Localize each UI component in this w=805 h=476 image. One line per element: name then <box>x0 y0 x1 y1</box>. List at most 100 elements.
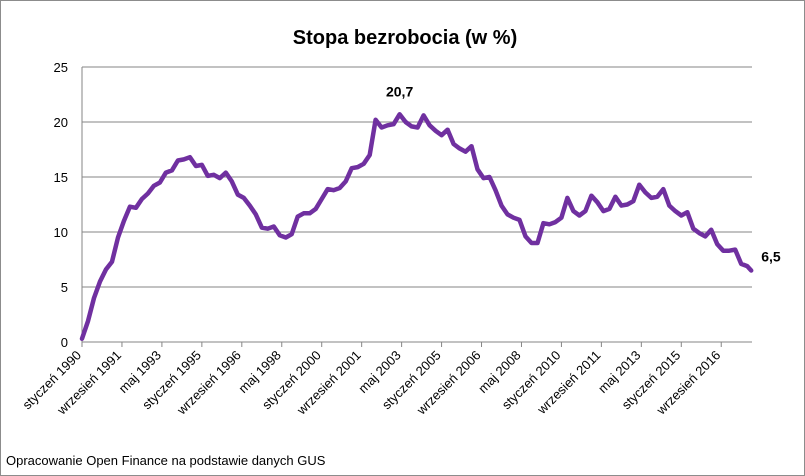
data-point <box>662 188 664 190</box>
data-point <box>584 210 586 212</box>
data-point <box>338 187 340 189</box>
data-point <box>620 204 622 206</box>
data-annotations: 20,7 6,5 <box>386 83 781 264</box>
data-point <box>219 177 221 179</box>
data-point <box>488 176 490 178</box>
data-point <box>368 154 370 156</box>
y-tick-label: 10 <box>54 225 68 240</box>
data-point <box>99 280 101 282</box>
data-point <box>362 163 364 165</box>
data-point <box>374 119 376 121</box>
data-point <box>590 195 592 197</box>
data-point <box>650 197 652 199</box>
data-point <box>422 114 424 116</box>
data-point <box>750 269 752 271</box>
data-point <box>153 185 155 187</box>
data-point <box>710 229 712 231</box>
data-point <box>722 250 724 252</box>
data-point <box>518 219 520 221</box>
data-point <box>147 192 149 194</box>
data-point <box>141 198 143 200</box>
data-point <box>410 125 412 127</box>
data-point <box>686 211 688 213</box>
data-point <box>572 210 574 212</box>
data-point <box>716 243 718 245</box>
y-tick-label: 5 <box>61 280 68 295</box>
data-point <box>428 124 430 126</box>
data-point <box>327 188 329 190</box>
data-point <box>356 166 358 168</box>
y-tick-label: 15 <box>54 170 68 185</box>
data-point <box>249 204 251 206</box>
y-tick-label: 20 <box>54 115 68 130</box>
data-point <box>536 242 538 244</box>
data-point <box>81 338 83 340</box>
data-point <box>470 145 472 147</box>
data-point <box>87 320 89 322</box>
axes <box>81 67 752 347</box>
data-point <box>392 123 394 125</box>
data-point <box>315 208 317 210</box>
data-point <box>404 121 406 123</box>
data-point <box>123 220 125 222</box>
data-point <box>674 210 676 212</box>
data-point <box>704 235 706 237</box>
data-point <box>201 164 203 166</box>
data-point <box>524 235 526 237</box>
data-point <box>303 212 305 214</box>
data-point <box>177 159 179 161</box>
chart-title: Stopa bezrobocia (w %) <box>293 27 517 49</box>
data-point <box>614 196 616 198</box>
data-point <box>171 169 173 171</box>
data-point <box>93 297 95 299</box>
data-point <box>692 228 694 230</box>
data-point <box>740 263 742 265</box>
data-point <box>135 207 137 209</box>
data-point <box>728 250 730 252</box>
last-value-label: 6,5 <box>761 249 781 265</box>
data-point <box>632 200 634 202</box>
data-point <box>237 193 239 195</box>
data-point <box>458 147 460 149</box>
data-point <box>746 265 748 267</box>
data-point <box>183 158 185 160</box>
data-point <box>416 126 418 128</box>
data-point <box>255 213 257 215</box>
data-point <box>207 175 209 177</box>
data-point <box>566 197 568 199</box>
data-point <box>560 217 562 219</box>
peak-value-label: 20,7 <box>386 83 413 99</box>
y-tick-label: 25 <box>54 60 68 75</box>
data-point <box>680 214 682 216</box>
data-point <box>446 129 448 131</box>
data-point <box>464 151 466 153</box>
data-point <box>596 201 598 203</box>
data-point <box>626 203 628 205</box>
data-point <box>608 208 610 210</box>
data-point <box>548 223 550 225</box>
data-point <box>482 177 484 179</box>
gridlines <box>82 66 752 288</box>
data-point <box>494 189 496 191</box>
data-point <box>231 180 233 182</box>
data-point <box>644 191 646 193</box>
data-point <box>321 198 323 200</box>
data-point <box>105 268 107 270</box>
data-point <box>506 213 508 215</box>
data-point <box>476 168 478 170</box>
data-point <box>698 232 700 234</box>
data-point <box>195 165 197 167</box>
data-point <box>542 222 544 224</box>
data-point <box>332 189 334 191</box>
data-point <box>638 184 640 186</box>
data-point <box>602 210 604 212</box>
data-point <box>578 214 580 216</box>
data-point <box>554 221 556 223</box>
unemployment-series-line <box>79 112 754 341</box>
data-point <box>668 204 670 206</box>
data-point <box>656 196 658 198</box>
data-point <box>386 124 388 126</box>
data-point <box>213 174 215 176</box>
